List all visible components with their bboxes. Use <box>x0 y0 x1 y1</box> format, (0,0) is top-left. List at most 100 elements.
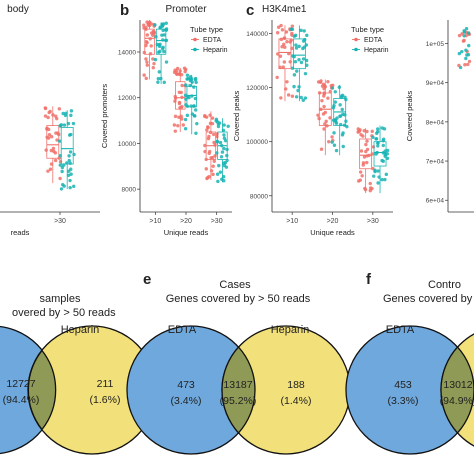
data-point <box>62 123 67 127</box>
data-point <box>322 92 326 96</box>
data-point <box>322 87 326 91</box>
data-point <box>364 142 368 147</box>
data-point <box>317 116 321 121</box>
data-point <box>304 43 309 47</box>
data-point <box>333 90 337 94</box>
x-tick-label: >30 <box>211 218 223 225</box>
data-point <box>175 72 179 76</box>
data-point <box>69 113 73 118</box>
legend-swatch-point <box>193 47 197 52</box>
y-tick-label: 9e+04 <box>426 80 445 87</box>
data-point <box>466 62 470 67</box>
data-point <box>328 89 333 94</box>
venn-overlap-count: 13012 <box>443 379 472 391</box>
data-point <box>214 119 218 123</box>
data-point <box>69 172 73 176</box>
data-point <box>383 177 387 182</box>
venn-right-count: 211 <box>97 378 114 390</box>
data-point <box>278 65 282 70</box>
data-point <box>216 179 220 184</box>
data-point <box>332 143 337 147</box>
data-point <box>180 117 184 121</box>
legend-item-label: Heparin <box>203 47 228 54</box>
data-point <box>58 160 63 164</box>
data-point <box>157 70 162 74</box>
data-point <box>186 94 190 99</box>
data-point <box>463 62 467 67</box>
data-point <box>173 94 177 99</box>
data-point <box>49 135 54 139</box>
data-point <box>322 127 326 131</box>
data-point <box>43 106 48 111</box>
data-point <box>367 153 371 158</box>
data-point <box>344 97 348 102</box>
data-point <box>44 148 48 152</box>
data-point <box>173 68 177 72</box>
data-point <box>184 83 188 87</box>
data-point <box>142 73 146 77</box>
venn-right-pct: (1.6%) <box>90 394 121 406</box>
data-point <box>340 107 344 112</box>
venn-overlap <box>221 346 256 434</box>
data-point <box>297 44 301 49</box>
data-point <box>161 28 165 33</box>
data-point <box>284 87 288 91</box>
data-point <box>48 167 53 171</box>
data-point <box>210 116 215 120</box>
data-point <box>45 126 49 130</box>
venn-left-label: EDTA <box>168 324 197 336</box>
venn-left-pct: (3.3%) <box>388 395 419 407</box>
venn-right-count: 188 <box>287 379 305 391</box>
data-point <box>226 124 230 128</box>
data-point <box>295 69 299 73</box>
venn-right-label: Heparin <box>61 324 100 336</box>
data-point <box>179 106 183 110</box>
data-point <box>362 129 366 133</box>
data-point <box>61 111 65 116</box>
data-point <box>331 83 335 88</box>
data-point <box>301 57 306 61</box>
data-point <box>208 121 213 126</box>
data-point <box>365 129 369 134</box>
box-body <box>292 38 306 70</box>
data-point <box>465 53 469 57</box>
venn-overlap <box>27 349 57 431</box>
data-point <box>47 132 52 137</box>
data-point <box>303 37 307 42</box>
data-point <box>152 30 156 34</box>
data-point <box>184 97 188 101</box>
data-point <box>193 114 197 118</box>
data-point <box>61 182 65 187</box>
panel-promoter: Promoter 8000 10000 12000 14000 Covered promo… <box>100 4 232 237</box>
data-point <box>376 144 380 148</box>
data-point <box>211 172 215 177</box>
data-point <box>381 137 386 141</box>
data-point <box>56 131 60 135</box>
data-point <box>338 103 342 107</box>
data-point <box>330 135 334 139</box>
data-point <box>160 47 165 51</box>
x-axis-label: Unique reads <box>310 228 355 237</box>
data-point <box>333 100 338 104</box>
data-point <box>316 80 321 84</box>
data-point <box>374 137 378 141</box>
data-point <box>188 83 192 88</box>
data-point <box>53 151 58 155</box>
data-point <box>294 33 298 38</box>
data-point <box>464 56 468 61</box>
data-point <box>164 21 168 25</box>
data-point <box>67 154 71 158</box>
data-point <box>341 144 345 149</box>
data-point <box>68 150 73 154</box>
x-tick-label: >20 <box>180 218 192 225</box>
legend-swatch-point <box>354 37 358 42</box>
data-point <box>67 169 71 173</box>
data-point <box>461 39 466 43</box>
data-point <box>457 51 462 56</box>
data-point <box>207 134 211 139</box>
data-point <box>340 133 345 137</box>
data-point <box>223 138 228 143</box>
data-point <box>216 124 221 129</box>
data-point <box>344 119 348 123</box>
data-point <box>305 33 309 38</box>
